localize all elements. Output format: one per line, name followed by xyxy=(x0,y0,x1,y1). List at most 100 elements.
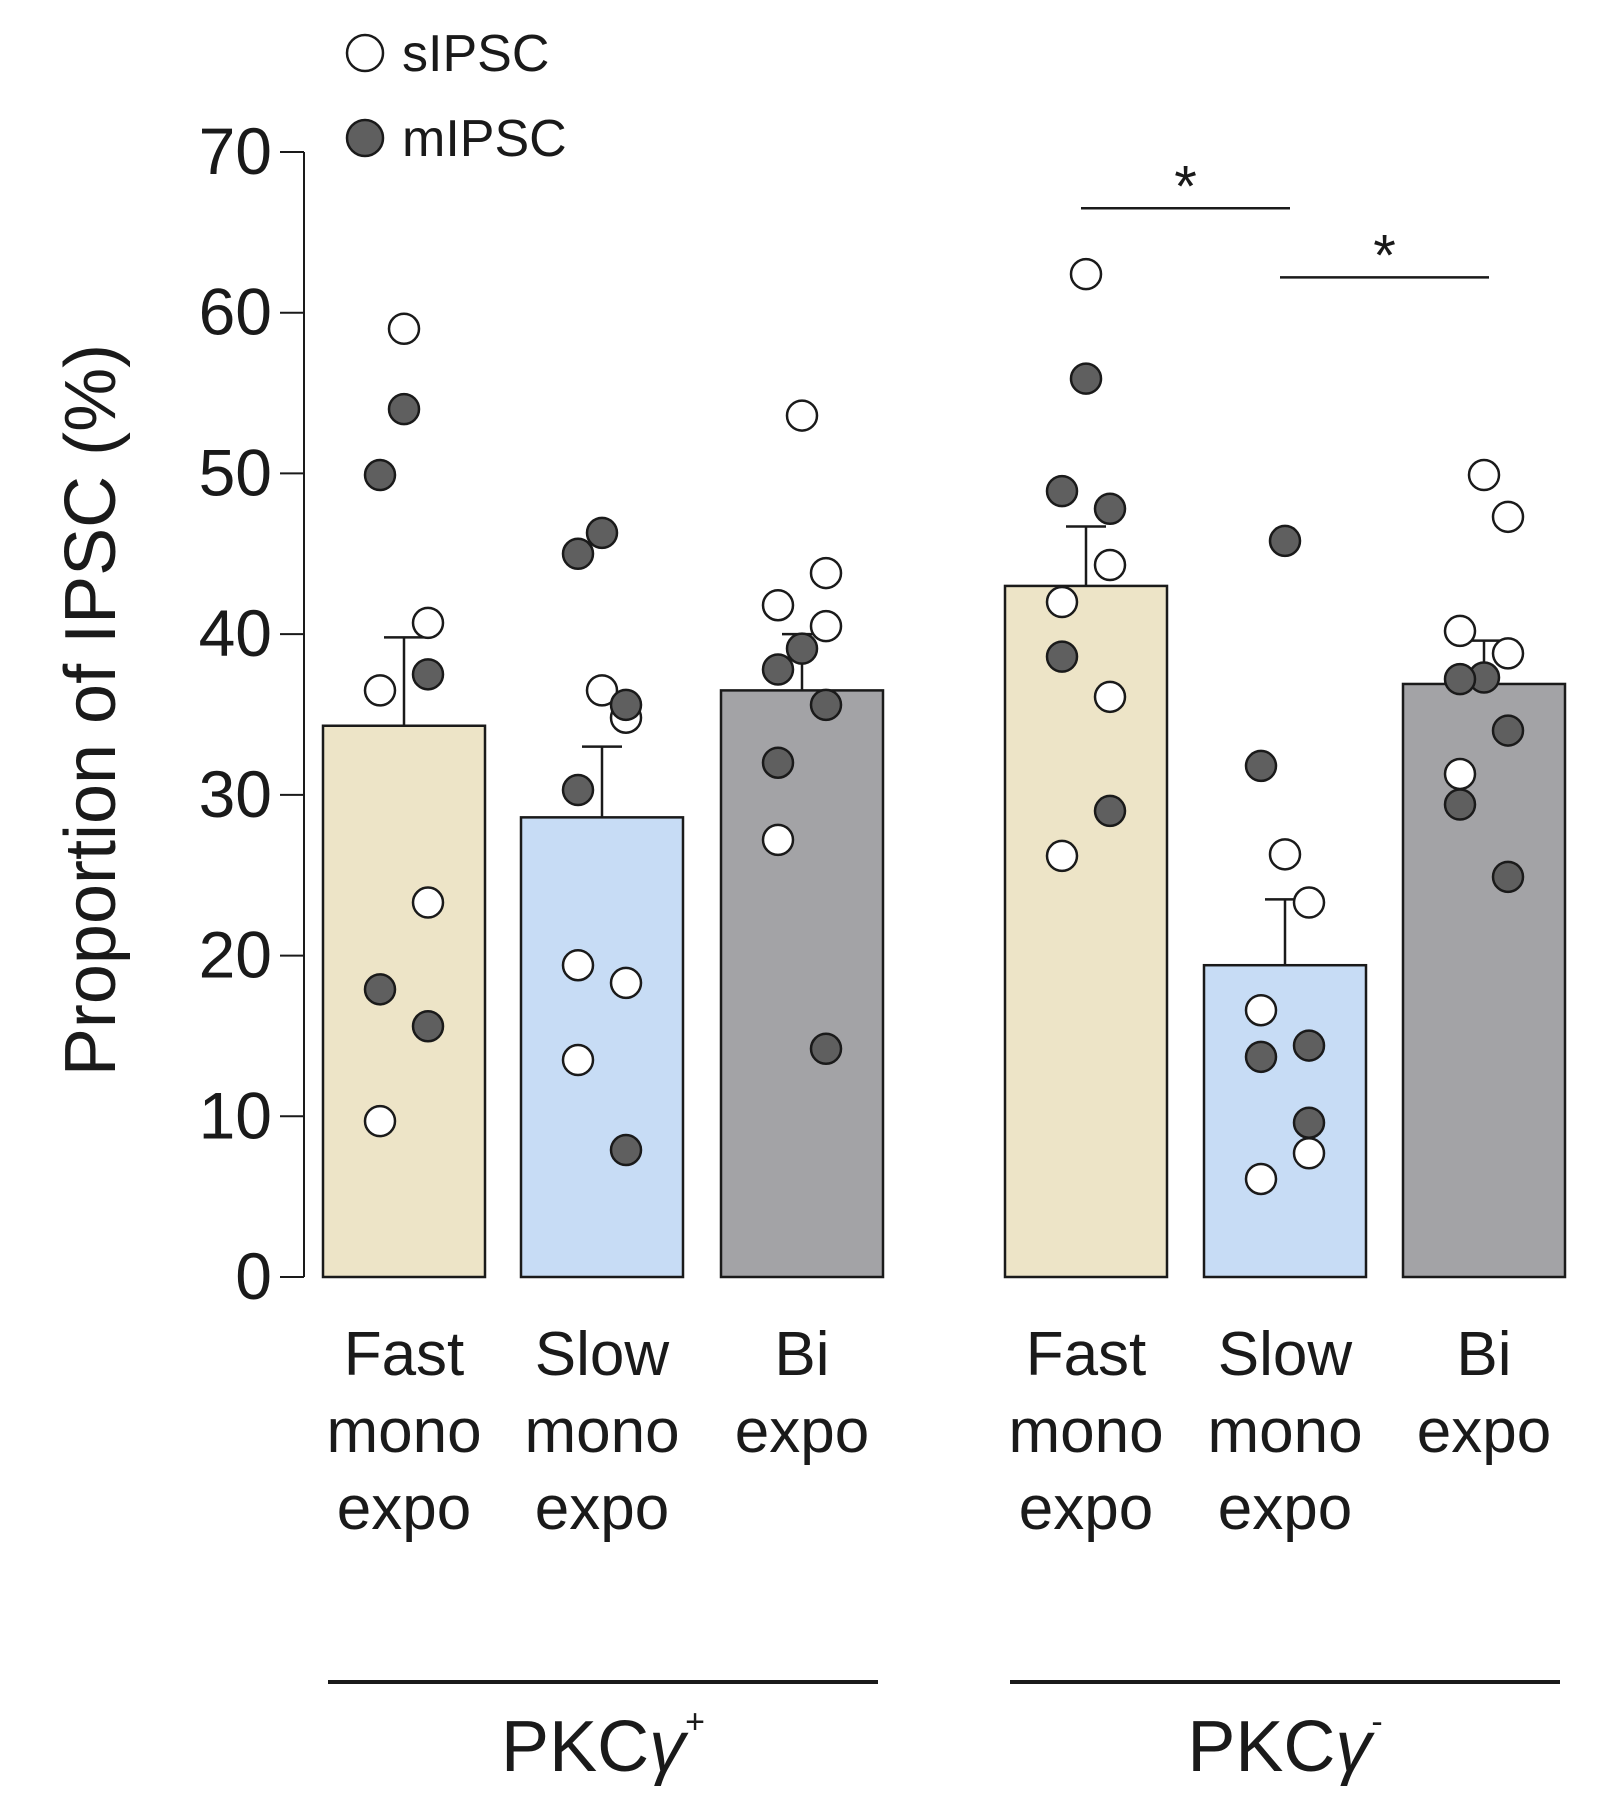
data-point-sipsc xyxy=(411,606,445,640)
data-point-sipsc xyxy=(1093,680,1127,714)
group-pkc-gamma-plus: Fast mono expo Slow mono expo Bi expo PKCγ+ xyxy=(321,312,885,1787)
data-point-mipsc xyxy=(411,1010,445,1043)
group-pkc-gamma-minus: Fast mono expo Slow mono expo Bi expo PKCγ- xyxy=(1003,257,1567,1787)
category-label: expo xyxy=(735,1397,869,1466)
bar xyxy=(1003,584,1169,1279)
bar xyxy=(719,689,885,1279)
data-point-sipsc xyxy=(761,823,795,857)
category-label: mono xyxy=(524,1397,679,1466)
data-point-sipsc xyxy=(1244,1162,1278,1196)
data-point-sipsc xyxy=(1045,585,1079,619)
data-point-sipsc xyxy=(1045,839,1079,873)
data-point-sipsc xyxy=(387,312,421,346)
category-label: Slow xyxy=(535,1320,670,1389)
data-point-mipsc xyxy=(1443,788,1477,821)
category-label: Fast xyxy=(1026,1320,1147,1389)
legend-marker xyxy=(345,33,385,73)
data-point-sipsc xyxy=(411,886,445,919)
data-point-sipsc xyxy=(761,588,795,622)
data-point-mipsc xyxy=(809,688,843,722)
data-point-mipsc xyxy=(1268,524,1302,558)
bar-set: Fast mono expo xyxy=(1003,257,1169,1543)
data-point-mipsc xyxy=(785,632,819,665)
significance-bracket: * xyxy=(1081,154,1290,219)
bar xyxy=(1202,963,1368,1279)
data-point-sipsc xyxy=(363,674,397,707)
category-label: mono xyxy=(326,1397,481,1466)
bar-set: Bi expo xyxy=(1401,458,1567,1466)
y-tick-label: 10 xyxy=(199,1078,272,1152)
bar xyxy=(321,724,487,1279)
bar-set: Slow mono expo xyxy=(1202,524,1368,1543)
data-point-mipsc xyxy=(609,688,643,722)
data-point-sipsc xyxy=(1268,838,1302,871)
data-point-sipsc xyxy=(585,674,619,707)
y-tick-label: 60 xyxy=(199,275,272,349)
data-point-sipsc xyxy=(1244,993,1278,1027)
legend-label: sIPSC xyxy=(402,25,549,83)
group-title-sign: - xyxy=(1371,1703,1382,1741)
group-title-gamma: γ xyxy=(649,1707,689,1787)
data-point-mipsc xyxy=(585,516,619,550)
legend-marker xyxy=(345,118,385,158)
data-point-mipsc xyxy=(809,1032,843,1066)
data-point-mipsc xyxy=(1045,474,1079,508)
bar xyxy=(519,816,685,1279)
data-point-mipsc xyxy=(761,746,795,779)
data-point-sipsc xyxy=(1069,257,1103,291)
data-point-mipsc xyxy=(363,458,397,492)
legend: sIPSC mIPSC xyxy=(345,25,567,168)
data-point-sipsc xyxy=(1292,886,1326,919)
data-point-mipsc xyxy=(1244,749,1278,783)
group-title-base: PKC xyxy=(1187,1707,1335,1787)
data-point-sipsc xyxy=(785,399,819,432)
group-title-sign: + xyxy=(685,1703,705,1741)
category-label: expo xyxy=(1417,1397,1551,1466)
category-label: expo xyxy=(1218,1474,1352,1543)
y-tick-label: 70 xyxy=(199,114,272,188)
data-point-mipsc xyxy=(387,392,421,426)
y-tick-label: 30 xyxy=(199,757,272,831)
y-tick-label: 50 xyxy=(199,435,272,509)
bar xyxy=(1401,682,1567,1279)
data-point-sipsc xyxy=(363,1104,397,1138)
significance-bracket: * xyxy=(1280,223,1489,288)
data-point-mipsc xyxy=(1443,662,1477,696)
data-point-sipsc xyxy=(1491,500,1525,534)
data-point-sipsc xyxy=(609,966,643,1000)
data-point-mipsc xyxy=(561,537,595,571)
category-label: mono xyxy=(1008,1397,1163,1466)
category-label: mono xyxy=(1207,1397,1362,1466)
group-title-gamma: γ xyxy=(1335,1707,1375,1787)
y-axis-title: Proportion of IPSC (%) xyxy=(51,344,131,1076)
significance-star: * xyxy=(1174,154,1197,219)
data-point-mipsc xyxy=(609,1133,643,1167)
data-point-sipsc xyxy=(809,609,843,643)
group-title: PKCγ- xyxy=(1187,1703,1382,1787)
data-point-sipsc xyxy=(1292,1137,1326,1170)
y-axis: 0 10 20 30 40 50 60 70 Proportion of IPSC (%) xyxy=(51,114,305,1313)
y-tick-label: 40 xyxy=(199,596,272,670)
data-point-sipsc xyxy=(1443,614,1477,648)
group-title-base: PKC xyxy=(501,1707,649,1787)
data-point-sipsc xyxy=(1443,757,1477,791)
data-point-sipsc xyxy=(561,948,595,982)
data-point-mipsc xyxy=(1292,1029,1326,1062)
legend-label: mIPSC xyxy=(402,110,567,168)
data-point-sipsc xyxy=(809,556,843,590)
data-point-mipsc xyxy=(1491,714,1525,747)
data-point-sipsc xyxy=(1491,637,1525,670)
data-point-mipsc xyxy=(1045,640,1079,673)
category-label: Bi xyxy=(1456,1320,1511,1389)
data-point-mipsc xyxy=(1093,492,1127,526)
data-point-mipsc xyxy=(1244,1040,1278,1074)
bar-set: Fast mono expo xyxy=(321,312,487,1543)
data-point-mipsc xyxy=(1093,794,1127,828)
data-point-mipsc xyxy=(363,973,397,1006)
data-point-mipsc xyxy=(1292,1106,1326,1139)
bar-set: Bi expo xyxy=(719,399,885,1466)
data-point-mipsc xyxy=(411,658,445,691)
category-label: Bi xyxy=(774,1320,829,1389)
data-point-mipsc xyxy=(1491,860,1525,894)
y-tick-label: 20 xyxy=(199,918,272,992)
